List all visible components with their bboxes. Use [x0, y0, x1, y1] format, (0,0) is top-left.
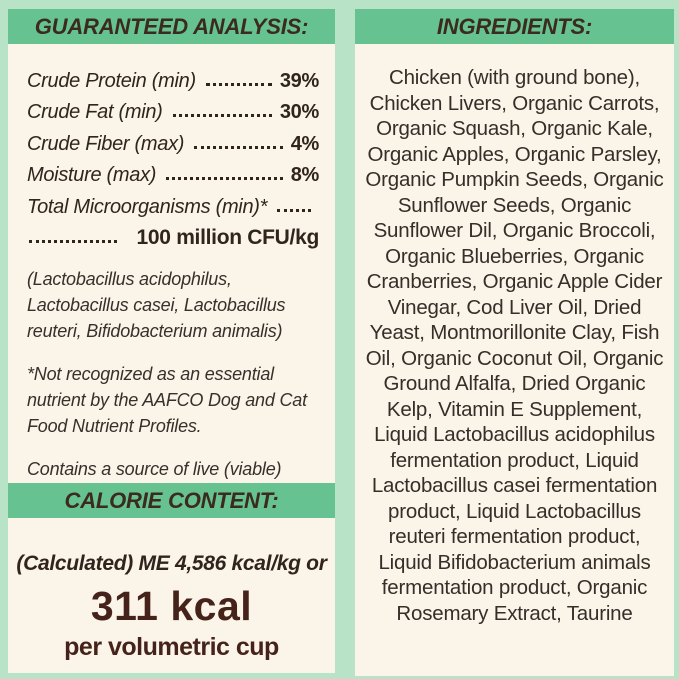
note-aafco-disclaimer: *Not recognized as an essential nutrient…	[27, 364, 307, 436]
calorie-unit-label: per volumetric cup	[64, 633, 279, 661]
dot-leader	[29, 240, 117, 243]
dot-leader	[166, 177, 283, 180]
dot-leader	[277, 208, 311, 212]
calorie-content-header: CALORIE CONTENT:	[8, 483, 335, 518]
analysis-label: Total Microorganisms (min)*	[27, 195, 268, 218]
analysis-row-microorganisms-label: Total Microorganisms (min)*	[27, 187, 319, 219]
calorie-kcal-value: 311 kcal	[90, 583, 253, 629]
analysis-label: Moisture (max)	[27, 164, 157, 186]
analysis-value: 4%	[290, 132, 320, 155]
dot-leader	[194, 145, 283, 149]
guaranteed-analysis-title: GUARANTEED ANALYSIS:	[34, 13, 309, 39]
analysis-label: Crude Fiber (max)	[27, 132, 185, 155]
guaranteed-analysis-panel: GUARANTEED ANALYSIS: Crude Protein (min)…	[8, 9, 335, 673]
ingredients-header: INGREDIENTS:	[355, 9, 674, 44]
analysis-value: 8%	[290, 164, 320, 186]
ingredients-title: INGREDIENTS:	[436, 13, 593, 39]
dot-leader	[205, 82, 272, 86]
calorie-content-title: CALORIE CONTENT:	[64, 487, 279, 513]
ingredients-panel: INGREDIENTS: Chicken (with ground bone),…	[355, 9, 674, 676]
analysis-row-moisture: Moisture (max) 8%	[27, 156, 319, 188]
analysis-row-microorganisms-value: 100 million CFU/kg	[27, 219, 319, 251]
note-bacteria-species: (Lactobacillus acidophilus, Lactobacillu…	[27, 269, 286, 341]
guaranteed-analysis-header: GUARANTEED ANALYSIS:	[8, 9, 335, 44]
analysis-label: Crude Fat (min)	[27, 101, 163, 123]
analysis-row-protein: Crude Protein (min) 39%	[27, 61, 319, 93]
analysis-label: Crude Protein (min)	[27, 69, 196, 92]
analysis-rows: Crude Protein (min) 39% Crude Fat (min) …	[8, 44, 335, 250]
calorie-calculated-line: (Calculated) ME 4,586 kcal/kg or	[16, 552, 327, 575]
calorie-content-body: (Calculated) ME 4,586 kcal/kg or 311 kca…	[8, 518, 335, 662]
analysis-notes: (Lactobacillus acidophilus, Lactobacillu…	[8, 250, 335, 508]
analysis-value: 39%	[279, 69, 319, 92]
ingredients-list: Chicken (with ground bone), Chicken Live…	[365, 66, 664, 625]
dot-leader	[172, 114, 272, 117]
analysis-value: 30%	[279, 101, 319, 123]
analysis-value: 100 million CFU/kg	[136, 226, 320, 249]
analysis-row-fat: Crude Fat (min) 30%	[27, 93, 319, 125]
analysis-row-fiber: Crude Fiber (max) 4%	[27, 124, 319, 156]
